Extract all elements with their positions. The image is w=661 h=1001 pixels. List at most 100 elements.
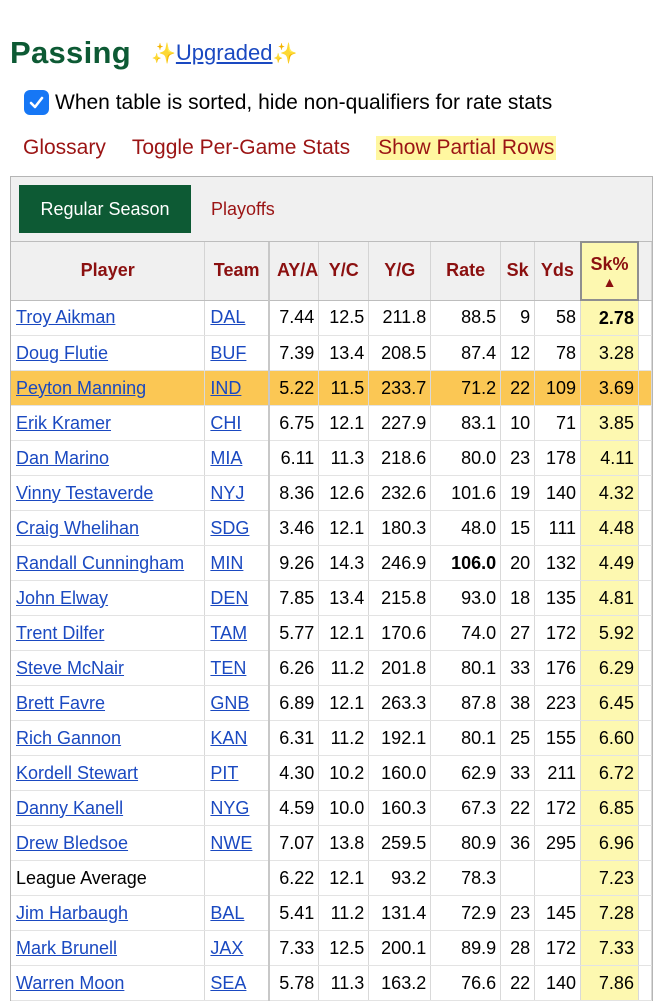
sk-cell-value: 28 — [510, 937, 531, 958]
table-body: Troy Aikman DAL 7.44 12.5 211.8 88.5 9 58 2.78 Do… — [11, 300, 652, 1001]
team-link[interactable]: IND — [210, 377, 242, 398]
upgraded-link[interactable]: Upgraded — [175, 40, 273, 65]
trailing-cell — [638, 720, 652, 756]
team-link[interactable]: BAL — [210, 902, 245, 923]
aya-cell-value: 7.33 — [279, 937, 315, 958]
col-header-yc[interactable]: Y/C — [318, 242, 370, 301]
sk-cell: 10 — [500, 405, 536, 441]
show-partial-rows-link[interactable]: Show Partial Rows — [376, 136, 557, 160]
yg-cell-value: 233.7 — [381, 377, 427, 398]
hide-nonqualifiers-option[interactable]: When table is sorted, hide non-qualifier… — [24, 90, 552, 115]
team-link[interactable]: PIT — [210, 762, 239, 783]
player-link[interactable]: Mark Brunell — [16, 937, 118, 958]
team-cell: TAM — [204, 615, 270, 651]
player-link[interactable]: Rich Gannon — [16, 727, 122, 748]
yc-cell-value: 12.1 — [329, 692, 365, 713]
glossary-link[interactable]: Glossary — [23, 136, 106, 159]
team-link[interactable]: BUF — [210, 342, 247, 363]
yds-cell-value: 58 — [556, 307, 577, 328]
team-link[interactable]: NWE — [210, 832, 253, 853]
player-link[interactable]: Drew Bledsoe — [16, 832, 129, 853]
player-link[interactable]: Erik Kramer — [16, 412, 112, 433]
aya-cell-value: 7.44 — [279, 307, 315, 328]
rate-cell-value: 80.9 — [461, 832, 497, 853]
yds-cell: 295 — [534, 825, 582, 861]
tab-regular-season[interactable]: Regular Season — [19, 185, 191, 233]
yg-cell: 215.8 — [368, 580, 432, 616]
team-link[interactable]: SEA — [210, 972, 247, 993]
sk-pct-cell: 4.48 — [580, 510, 639, 546]
sk-pct-cell-value: 7.33 — [598, 937, 634, 958]
player-link[interactable]: Brett Favre — [16, 692, 106, 713]
player-link[interactable]: Trent Dilfer — [16, 622, 105, 643]
yc-cell: 11.2 — [318, 895, 370, 931]
yds-cell: 145 — [534, 895, 582, 931]
team-link[interactable]: TEN — [210, 657, 247, 678]
rate-cell-value: 74.0 — [461, 622, 497, 643]
col-header-sk-pct[interactable]: Sk% ▲ — [579, 241, 640, 301]
sk-pct-cell: 7.86 — [580, 965, 639, 1001]
sk-cell: 25 — [500, 720, 536, 756]
toggle-per-game-link[interactable]: Toggle Per-Game Stats — [131, 136, 351, 159]
team-link[interactable]: MIN — [210, 552, 244, 573]
yc-cell-value: 12.5 — [329, 937, 365, 958]
team-link[interactable]: JAX — [210, 937, 244, 958]
team-link[interactable]: CHI — [210, 412, 242, 433]
player-link[interactable]: Jim Harbaugh — [16, 902, 129, 923]
table-row: John Elway DEN 7.85 13.4 215.8 93.0 18 135 4.81 — [11, 580, 652, 616]
trailing-cell — [638, 370, 652, 406]
rate-cell-value: 89.9 — [461, 937, 497, 958]
hide-nonqualifiers-checkbox[interactable] — [24, 90, 49, 115]
player-link[interactable]: Kordell Stewart — [16, 762, 139, 783]
team-link[interactable]: NYG — [210, 797, 250, 818]
yc-cell-value: 13.4 — [329, 342, 365, 363]
player-link[interactable]: Danny Kanell — [16, 797, 124, 818]
player-link[interactable]: Dan Marino — [16, 447, 110, 468]
yds-cell: 109 — [534, 370, 582, 406]
sk-pct-cell: 2.78 — [580, 300, 639, 336]
yds-cell: 172 — [534, 930, 582, 966]
team-link[interactable]: MIA — [210, 447, 243, 468]
player-link[interactable]: Peyton Manning — [16, 377, 147, 398]
yg-cell-value: 263.3 — [381, 692, 427, 713]
rate-cell-value: 87.4 — [461, 342, 497, 363]
player-link[interactable]: Randall Cunningham — [16, 552, 185, 573]
player-link[interactable]: Warren Moon — [16, 972, 125, 993]
yg-cell: 263.3 — [368, 685, 432, 721]
team-link[interactable]: DAL — [210, 307, 246, 328]
team-link[interactable]: SDG — [210, 517, 250, 538]
trailing-cell — [638, 685, 652, 721]
col-header-team[interactable]: Team — [204, 242, 270, 301]
sk-pct-cell-value: 4.11 — [600, 447, 634, 468]
col-header-sk[interactable]: Sk — [500, 242, 536, 301]
player-link[interactable]: John Elway — [16, 587, 109, 608]
rate-cell: 106.0 — [430, 545, 502, 581]
player-cell: Craig Whelihan — [11, 510, 206, 546]
player-link[interactable]: Steve McNair — [16, 657, 125, 678]
player-link[interactable]: Doug Flutie — [16, 342, 109, 363]
col-header-yds[interactable]: Yds — [534, 242, 582, 301]
team-link[interactable]: NYJ — [210, 482, 245, 503]
tab-playoffs[interactable]: Playoffs — [211, 198, 275, 219]
rate-cell-value: 78.3 — [461, 867, 497, 888]
col-header-rate[interactable]: Rate — [430, 242, 502, 301]
sk-cell: 19 — [500, 475, 536, 511]
team-link[interactable]: GNB — [210, 692, 250, 713]
yds-cell-value: 172 — [546, 797, 577, 818]
player-link[interactable]: Vinny Testaverde — [16, 482, 154, 503]
trailing-cell — [638, 965, 652, 1001]
yc-cell-value: 12.5 — [329, 307, 365, 328]
table-row: Vinny Testaverde NYJ 8.36 12.6 232.6 101.6 19 1… — [11, 475, 652, 511]
col-header-player[interactable]: Player — [11, 242, 206, 301]
yds-cell: 140 — [534, 965, 582, 1001]
team-link[interactable]: KAN — [210, 727, 248, 748]
player-link[interactable]: Craig Whelihan — [16, 517, 140, 538]
team-link[interactable]: DEN — [210, 587, 249, 608]
aya-cell: 7.39 — [268, 335, 320, 371]
col-header-aya[interactable]: AY/A — [268, 242, 320, 301]
aya-cell-value: 6.22 — [279, 867, 315, 888]
sk-pct-cell: 7.33 — [580, 930, 639, 966]
player-link[interactable]: Troy Aikman — [16, 307, 116, 328]
col-header-yg[interactable]: Y/G — [368, 242, 432, 301]
team-link[interactable]: TAM — [210, 622, 248, 643]
